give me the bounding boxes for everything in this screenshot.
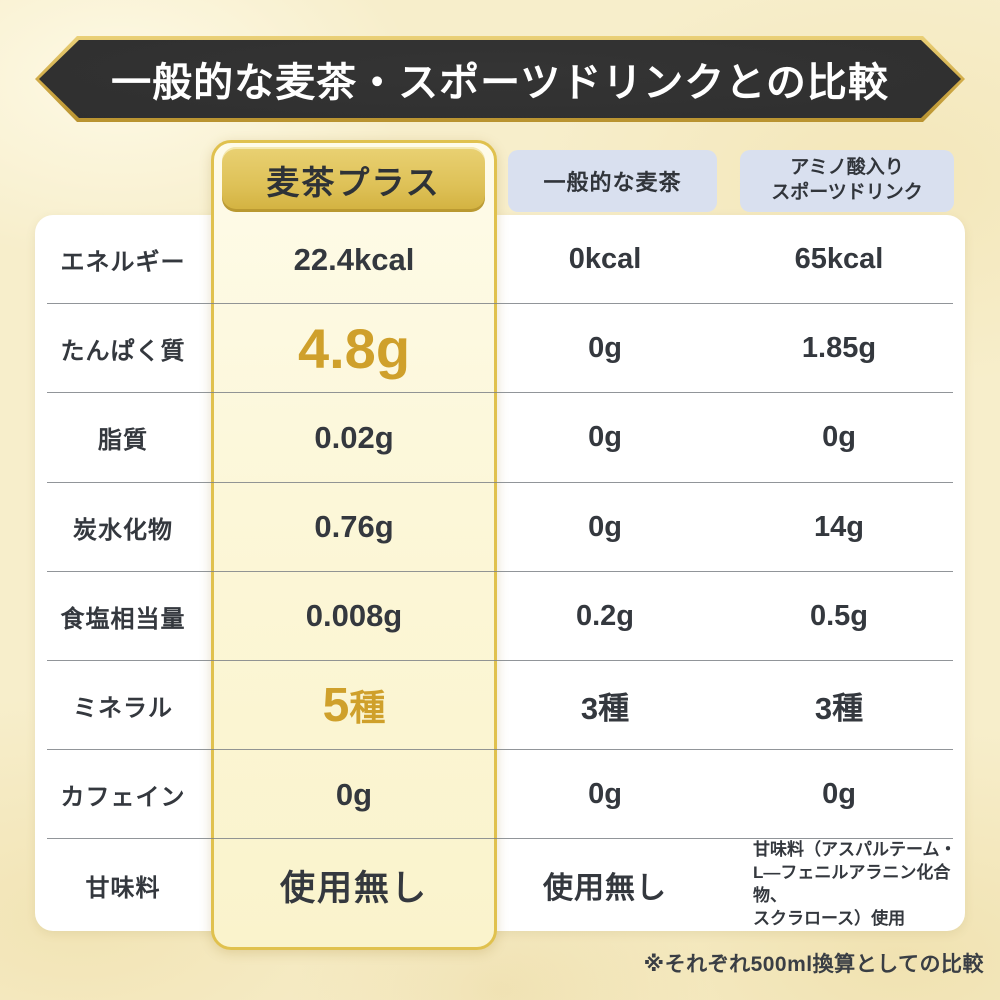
row-label: 炭水化物 [73,516,173,544]
value-mugicha-plus: 使用無し [279,868,428,908]
row-label: 脂質 [98,427,148,455]
table-row-protein: たんぱく質 4.8g 0g 1.85g [35,304,965,394]
value-barley-tea: 使用無し [543,872,667,906]
row-label: たんぱく質 [60,338,186,366]
column-header-barley-tea: 一般的な麦茶 [508,150,717,212]
title-banner: 一般的な麦茶・スポーツドリンクとの比較 [35,36,965,122]
table-row-sweetener: 甘味料 使用無し 使用無し 甘味料（アスパルテーム・ L—フェニルアラニン化合物… [35,839,965,931]
value-barley-tea: 3種 [580,690,630,726]
value-barley-tea: 0.2g [575,599,635,632]
value-mugicha-plus-highlight: 4.8g [297,317,411,381]
page-title: 一般的な麦茶・スポーツドリンクとの比較 [111,61,889,105]
value-sports-drink: 甘味料（アスパルテーム・ L—フェニルアラニン化合物、 スクラロース）使用 [753,840,957,929]
table-row-energy: エネルギー 22.4kcal 0kcal 65kcal [35,215,965,305]
column-header-mugicha-plus: 麦茶プラス [222,147,485,212]
value-mugicha-plus: 22.4kcal [293,241,415,277]
value-barley-tea: 0g [588,421,622,454]
mineral-unit: 種 [349,687,386,729]
value-barley-tea: 0g [588,778,622,811]
table-row-salt: 食塩相当量 0.008g 0.2g 0.5g [35,572,965,662]
value-barley-tea: 0g [588,332,622,365]
value-mugicha-plus: 0.76g [314,509,394,545]
value-barley-tea: 0g [588,510,622,543]
title-banner-inner: 一般的な麦茶・スポーツドリンクとの比較 [39,40,961,118]
footnote: ※それぞれ500ml換算としての比較 [643,953,984,976]
value-sports-drink: 65kcal [794,243,884,276]
table-panel [35,215,965,931]
value-barley-tea: 0kcal [568,243,642,276]
table-row-caffeine: カフェイン 0g 0g 0g [35,750,965,840]
value-mugicha-plus: 0.008g [305,598,403,634]
row-label: カフェイン [60,784,186,812]
value-sports-drink: 3種 [814,690,864,726]
value-mugicha-plus: 0g [335,776,373,812]
mineral-count: 5 [322,678,350,732]
value-sports-drink: 0.5g [809,599,869,632]
value-sports-drink: 14g [814,510,864,543]
table-row-fat: 脂質 0.02g 0g 0g [35,393,965,483]
row-label: 食塩相当量 [60,605,186,633]
value-mugicha-plus: 0.02g [314,419,394,455]
value-sports-drink: 0g [822,421,856,454]
value-sports-drink: 1.85g [801,332,877,365]
highlight-column [211,140,497,950]
value-sports-drink: 0g [822,778,856,811]
row-label: ミネラル [73,694,173,722]
column-header-sports-drink: アミノ酸入り スポーツドリンク [740,150,954,212]
comparison-table: エネルギー 22.4kcal 0kcal 65kcal たんぱく質 4.8g 0… [35,215,965,931]
row-label: 甘味料 [85,874,161,902]
row-label: エネルギー [60,249,186,277]
table-row-carbs: 炭水化物 0.76g 0g 14g [35,483,965,572]
